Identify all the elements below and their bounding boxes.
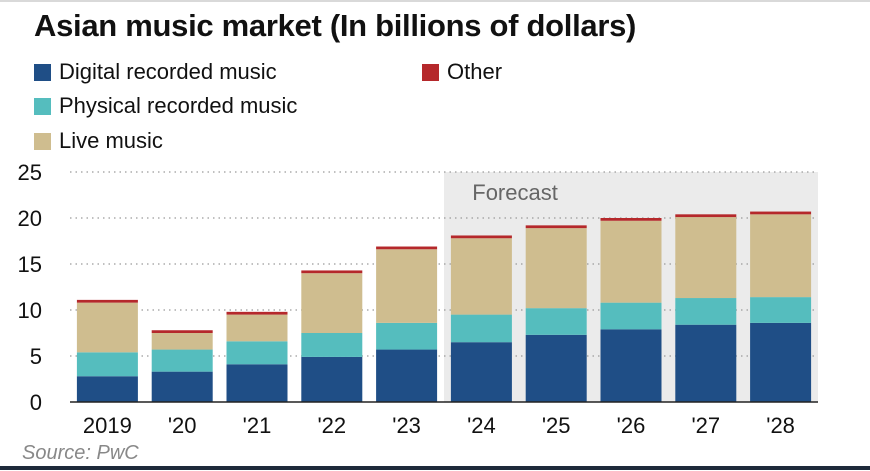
bar-other-1 [151, 330, 213, 333]
bar-digital-9 [750, 322, 812, 402]
x-tick-label-3: '22 [317, 413, 346, 438]
bar-digital-0 [76, 376, 138, 402]
bottom-rule [0, 466, 870, 470]
chart-title: Asian music market (In billions of dolla… [34, 8, 637, 43]
x-tick-label-2: '21 [243, 413, 272, 438]
bar-physical-6 [525, 308, 587, 335]
x-tick-label-9: '28 [766, 413, 795, 438]
bar-digital-1 [151, 371, 213, 402]
bar-live-6 [525, 228, 587, 309]
bar-physical-0 [76, 352, 138, 377]
bar-digital-5 [450, 342, 512, 402]
legend-label-live: Live music [59, 128, 163, 153]
bar-digital-2 [226, 364, 288, 402]
legend-swatch-physical [34, 97, 51, 115]
bar-other-4 [376, 246, 438, 250]
bar-live-5 [450, 238, 512, 315]
bar-digital-7 [600, 329, 662, 402]
legend-label-other: Other [447, 59, 503, 84]
y-tick-label-25: 25 [18, 160, 42, 185]
bar-live-4 [376, 249, 438, 323]
bar-live-7 [600, 220, 662, 303]
bar-other-8 [675, 214, 737, 218]
y-tick-label-10: 10 [18, 298, 42, 323]
bar-physical-3 [301, 333, 363, 357]
bar-digital-3 [301, 356, 363, 402]
bar-other-2 [226, 311, 288, 315]
legend-swatch-digital [34, 63, 51, 81]
bar-other-6 [525, 225, 587, 229]
bar-physical-7 [600, 302, 662, 330]
source-note: Source: PwC [22, 442, 139, 464]
bar-physical-1 [151, 349, 213, 372]
bar-digital-6 [525, 334, 587, 402]
bar-physical-2 [226, 341, 288, 365]
legend-item-live: Live music [34, 128, 163, 154]
bar-digital-4 [376, 349, 438, 402]
legend-label-physical: Physical recorded music [59, 93, 298, 118]
bar-live-1 [151, 333, 213, 350]
bar-digital-8 [675, 324, 737, 402]
x-tick-label-6: '25 [542, 413, 571, 438]
legend-swatch-other [422, 63, 439, 81]
bar-physical-9 [750, 297, 812, 323]
x-tick-label-0: 2019 [83, 413, 132, 438]
bar-other-5 [450, 235, 512, 239]
bar-physical-4 [376, 322, 438, 350]
legend-item-physical: Physical recorded music [34, 93, 297, 119]
y-tick-label-5: 5 [30, 344, 42, 369]
bar-physical-8 [675, 298, 737, 325]
y-tick-label-20: 20 [18, 206, 42, 231]
top-rule [0, 0, 870, 2]
bar-other-9 [750, 211, 812, 215]
forecast-label: Forecast [472, 180, 558, 205]
bar-live-9 [750, 214, 812, 298]
bar-live-0 [76, 302, 138, 353]
bar-other-3 [301, 270, 363, 274]
bar-live-2 [226, 314, 288, 342]
bar-other-0 [76, 299, 138, 303]
legend-label-digital: Digital recorded music [59, 59, 277, 84]
x-tick-label-7: '26 [617, 413, 646, 438]
bar-other-7 [600, 218, 662, 221]
y-tick-label-15: 15 [18, 252, 42, 277]
x-tick-label-1: '20 [168, 413, 197, 438]
x-tick-label-8: '27 [691, 413, 720, 438]
bar-live-3 [301, 273, 363, 333]
x-tick-label-4: '23 [392, 413, 421, 438]
legend-item-digital: Digital recorded music [34, 59, 277, 85]
legend-item-other: Other [422, 59, 502, 85]
x-tick-label-5: '24 [467, 413, 496, 438]
bar-physical-5 [450, 314, 512, 343]
y-tick-label-0: 0 [30, 390, 42, 415]
legend-swatch-live [34, 132, 51, 150]
bar-live-8 [675, 217, 737, 299]
